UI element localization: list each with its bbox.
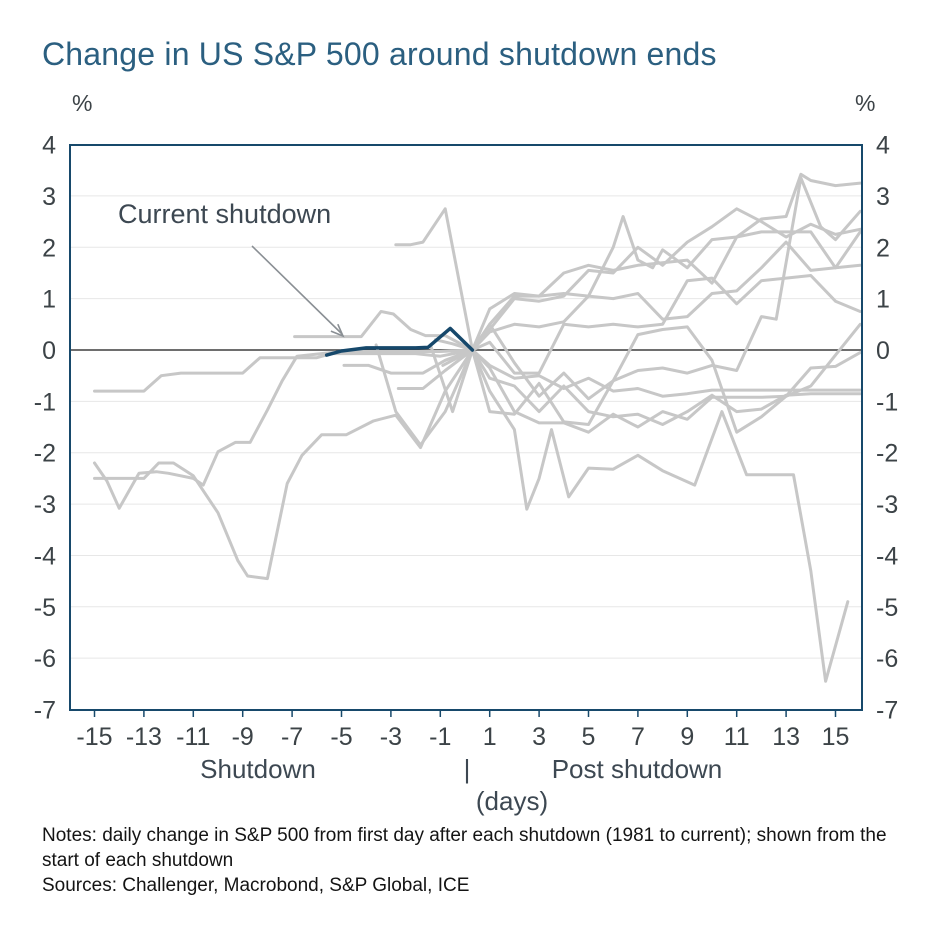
y-tick-label-right: 4 xyxy=(876,132,890,160)
y-tick-label-left: 4 xyxy=(42,132,56,160)
x-tick-label: -1 xyxy=(429,723,451,751)
y-axis-unit-right: % xyxy=(855,90,876,116)
y-tick-label-right: -3 xyxy=(876,491,898,519)
historical-shutdown-line xyxy=(342,348,850,683)
x-tick-label: -5 xyxy=(330,723,352,751)
y-tick-label-right: -2 xyxy=(876,440,898,468)
annotation-arrowhead xyxy=(330,323,345,338)
y-tick-label-right: -7 xyxy=(876,697,898,725)
x-tick-label: 15 xyxy=(822,723,850,751)
x-tick-label: 9 xyxy=(680,723,694,751)
x-tick-label: 1 xyxy=(483,723,497,751)
x-tick-label: -13 xyxy=(126,723,162,751)
y-tick-label-right: -1 xyxy=(876,388,898,416)
x-tick-label: -7 xyxy=(281,723,303,751)
x-phase-label-post-shutdown: Post shutdown xyxy=(552,754,723,784)
current-shutdown-line xyxy=(324,326,475,357)
historical-shutdown-line xyxy=(374,322,862,447)
y-tick-label-left: -3 xyxy=(34,491,56,519)
x-tick-label: -3 xyxy=(380,723,402,751)
x-tick-label: 11 xyxy=(724,723,750,751)
y-tick-label-left: 0 xyxy=(42,337,56,365)
y-tick-label-left: -4 xyxy=(34,542,56,570)
x-tick-label: 13 xyxy=(772,723,800,751)
y-tick-label-left: -6 xyxy=(34,645,56,673)
x-tick-label: 3 xyxy=(532,723,546,751)
y-tick-label-left: 1 xyxy=(42,286,56,314)
y-tick-label-left: 2 xyxy=(42,234,56,262)
x-tick-label: 5 xyxy=(582,723,596,751)
chart-notes: Notes: daily change in S&P 500 from firs… xyxy=(42,825,887,871)
x-tick-label: 7 xyxy=(631,723,645,751)
plot-border xyxy=(69,144,863,711)
y-tick-label-right: -5 xyxy=(876,594,898,622)
chart-sources: Sources: Challenger, Macrobond, S&P Glob… xyxy=(42,875,470,896)
y-tick-label-right: 2 xyxy=(876,234,890,262)
y-tick-label-right: -4 xyxy=(876,542,898,570)
annotation-arrow xyxy=(251,245,343,335)
x-phase-label-shutdown: Shutdown xyxy=(200,754,316,784)
chart-title: Change in US S&P 500 around shutdown end… xyxy=(42,36,717,72)
historical-shutdown-line xyxy=(293,172,862,352)
y-tick-label-left: 3 xyxy=(42,183,56,211)
x-tick-label: -11 xyxy=(176,723,210,751)
y-tick-label-left: -7 xyxy=(34,697,56,725)
y-tick-label-right: 3 xyxy=(876,183,890,211)
chart-footer: Notes: daily change in S&P 500 from firs… xyxy=(42,823,926,898)
y-tick-label-left: -2 xyxy=(34,440,56,468)
x-axis-unit-days: (days) xyxy=(476,786,548,816)
x-tick-label: -9 xyxy=(232,723,254,751)
y-tick-label-right: 0 xyxy=(876,337,890,365)
historical-shutdown-line xyxy=(441,348,862,426)
historical-shutdown-line xyxy=(428,274,862,414)
x-tick-label: -15 xyxy=(76,723,112,751)
y-tick-label-left: -5 xyxy=(34,594,56,622)
y-tick-label-left: -1 xyxy=(34,388,56,416)
y-tick-label-right: 1 xyxy=(876,286,890,314)
x-phase-divider: | xyxy=(464,754,471,784)
y-axis-unit-left: % xyxy=(72,90,93,116)
historical-shutdown-line xyxy=(433,176,862,426)
historical-shutdown-line xyxy=(396,230,862,390)
y-tick-label-right: -6 xyxy=(876,645,898,673)
current-shutdown-annotation: Current shutdown xyxy=(118,199,332,229)
